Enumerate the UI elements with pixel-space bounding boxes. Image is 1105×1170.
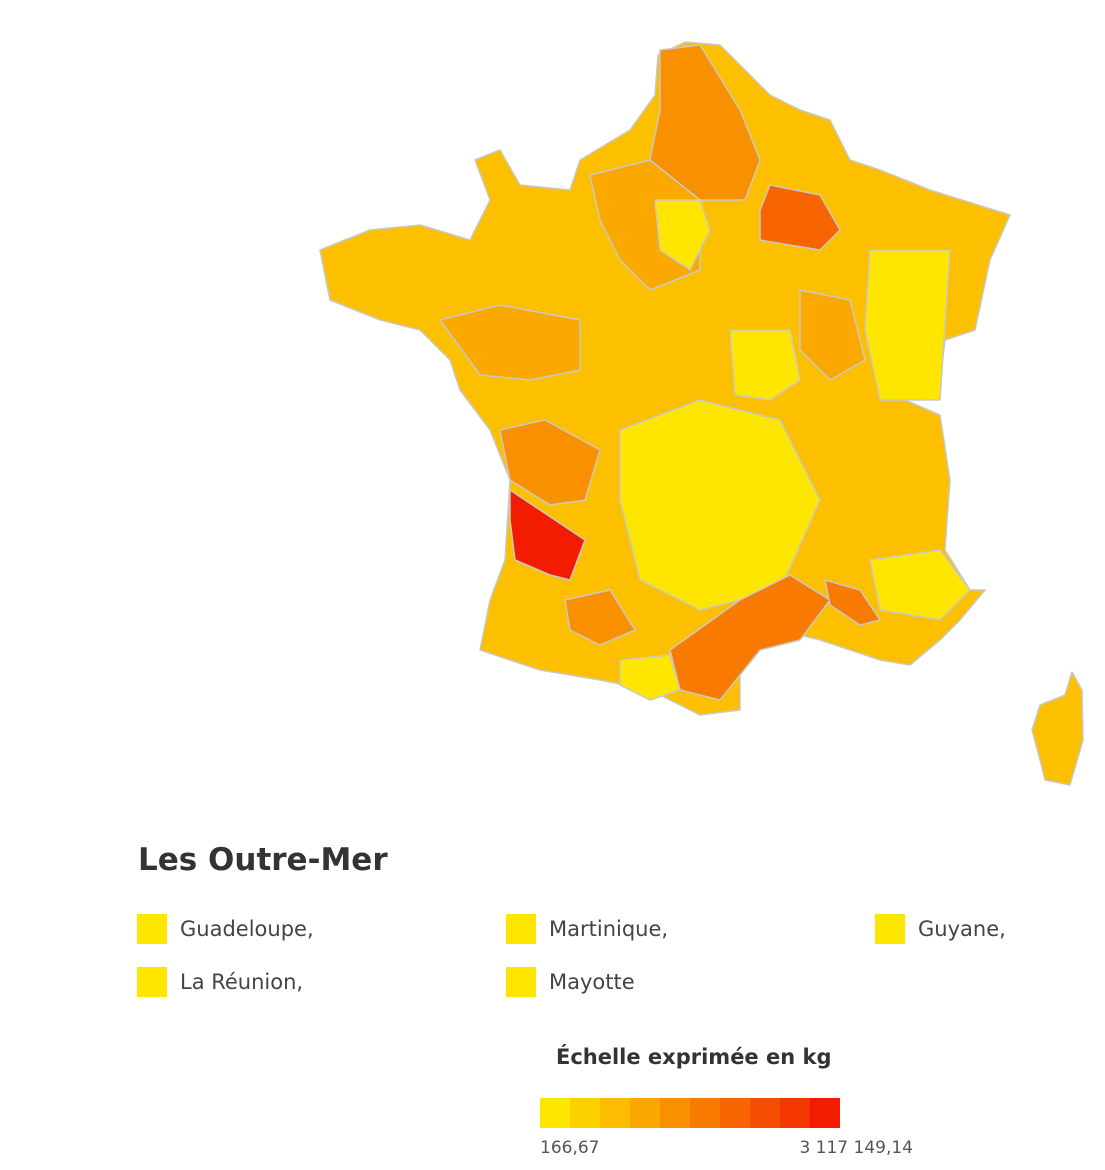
outre-mer-item: Guyane, bbox=[875, 914, 1006, 944]
corsica bbox=[1031, 671, 1084, 786]
region bbox=[509, 489, 586, 581]
france bbox=[319, 41, 1011, 716]
region bbox=[864, 249, 951, 401]
legend-title: Échelle exprimée en kg bbox=[556, 1045, 832, 1069]
outre-mer-label: Mayotte bbox=[549, 970, 635, 994]
region bbox=[649, 44, 761, 201]
scale-step bbox=[570, 1098, 600, 1128]
color-scale bbox=[540, 1098, 840, 1128]
scale-step bbox=[630, 1098, 660, 1128]
scale-step bbox=[600, 1098, 630, 1128]
region bbox=[824, 579, 881, 626]
region bbox=[669, 574, 831, 701]
region bbox=[499, 419, 601, 506]
region bbox=[729, 329, 801, 401]
outre-mer-label: Martinique, bbox=[549, 917, 669, 941]
region bbox=[799, 289, 866, 381]
legend-min: 166,67 bbox=[540, 1138, 600, 1158]
scale-step bbox=[810, 1098, 840, 1128]
region bbox=[619, 654, 681, 701]
scale-step bbox=[720, 1098, 750, 1128]
scale-step bbox=[690, 1098, 720, 1128]
outre-mer-label: La Réunion, bbox=[180, 970, 304, 994]
scale-step bbox=[660, 1098, 690, 1128]
outre-mer-item: Guadeloupe, bbox=[137, 914, 314, 944]
france-map bbox=[319, 41, 1084, 786]
outre-mer-title: Les Outre-Mer bbox=[138, 842, 388, 878]
region bbox=[759, 184, 841, 251]
outre-mer-label: Guadeloupe, bbox=[180, 917, 314, 941]
scale-step bbox=[780, 1098, 810, 1128]
region bbox=[439, 304, 581, 381]
scale-step bbox=[540, 1098, 570, 1128]
outre-mer-item: Martinique, bbox=[506, 914, 668, 944]
outre-mer-item: Mayotte bbox=[506, 967, 635, 997]
legend-max: 3 117 149,14 bbox=[799, 1138, 913, 1158]
region bbox=[869, 549, 971, 621]
outre-mer-swatch bbox=[875, 914, 905, 944]
scale-step bbox=[750, 1098, 780, 1128]
outre-mer-label: Guyane, bbox=[918, 917, 1006, 941]
outre-mer-swatch bbox=[137, 967, 167, 997]
outre-mer-swatch bbox=[137, 914, 167, 944]
outre-mer-item: La Réunion, bbox=[137, 967, 303, 997]
region bbox=[564, 589, 636, 646]
region bbox=[654, 199, 711, 271]
outre-mer-swatch bbox=[506, 967, 536, 997]
outre-mer-swatch bbox=[506, 914, 536, 944]
